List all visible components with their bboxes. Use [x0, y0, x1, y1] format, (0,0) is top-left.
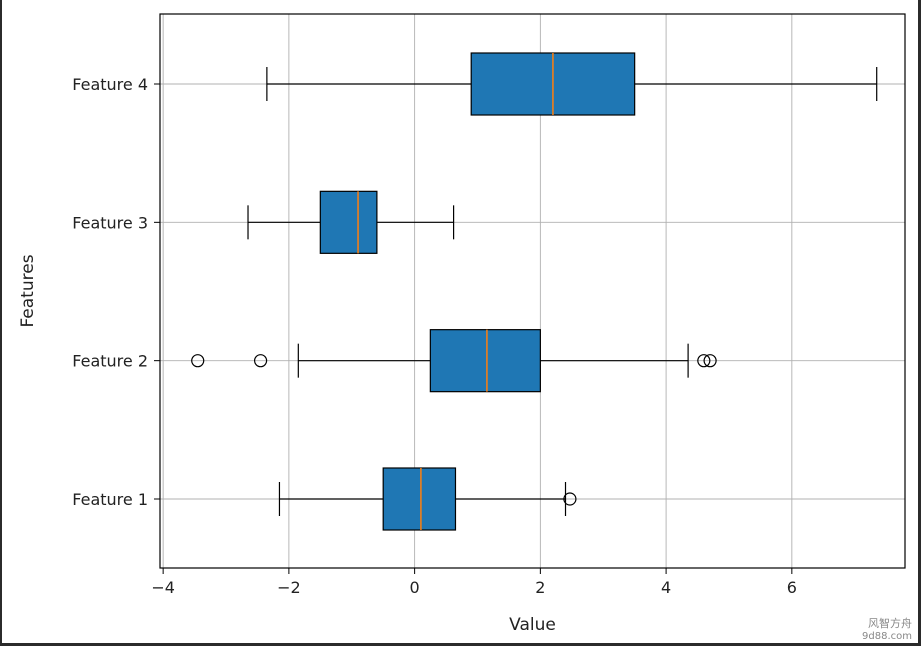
outlier-point — [703, 354, 717, 368]
boxes-layer — [191, 52, 878, 531]
y-tick-label: Feature 2 — [72, 352, 148, 371]
box-4 — [266, 52, 878, 116]
outlier-point — [191, 354, 205, 368]
y-axis-label: Features — [18, 254, 38, 327]
iqr-box — [319, 190, 378, 254]
y-tick-label: Feature 3 — [72, 213, 148, 232]
box-3 — [247, 190, 455, 254]
x-tick-label: 6 — [787, 578, 797, 597]
iqr-box — [382, 467, 457, 531]
box-2 — [191, 329, 717, 393]
x-axis-ticks: −4 −2 0 2 4 6 — [151, 568, 797, 597]
watermark-line1: 风智方舟 — [868, 616, 912, 630]
x-tick-label: −2 — [277, 578, 301, 597]
plot-frame — [159, 13, 906, 569]
outlier-point — [563, 492, 577, 506]
x-tick-label: 2 — [535, 578, 545, 597]
x-tick-label: −4 — [151, 578, 175, 597]
x-axis-label: Value — [509, 615, 556, 635]
y-tick-label: Feature 4 — [72, 75, 148, 94]
outlier-point — [253, 354, 268, 368]
outlier-point — [697, 354, 711, 368]
watermark-line2: 9d88.com — [862, 631, 912, 642]
x-tick-label: 0 — [410, 578, 420, 597]
x-tick-label: 4 — [661, 578, 671, 597]
box-1 — [278, 467, 577, 531]
iqr-box — [429, 329, 541, 393]
y-tick-label: Feature 1 — [72, 490, 148, 509]
y-axis-ticks: Feature 1 Feature 2 Feature 3 Feature 4 — [72, 75, 160, 509]
